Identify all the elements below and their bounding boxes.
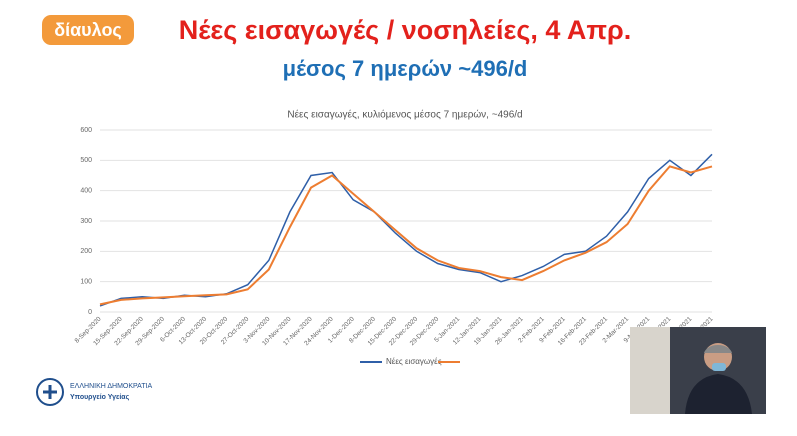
y-tick-label: 0: [88, 309, 92, 316]
logo-line1: ΕΛΛΗΝΙΚΗ ΔΗΜΟΚΡΑΤΙΑ: [70, 383, 153, 390]
person-body: [685, 374, 752, 414]
slide-title: Νέες εισαγωγές / νοσηλείες, 4 Απρ.: [179, 15, 632, 45]
y-tick-label: 600: [80, 127, 92, 134]
y-tick-label: 300: [80, 218, 92, 225]
person-hair: [704, 344, 732, 353]
logo-line2: Υπουργείο Υγείας: [70, 394, 130, 401]
plot: 01002003004005006008-Sep-202015-Sep-2020…: [74, 127, 715, 347]
legend-label: Νέες εισαγωγές: [386, 357, 442, 366]
logo-emblem: [36, 378, 64, 406]
y-tick-label: 400: [80, 188, 92, 195]
video-overlay: [630, 327, 766, 414]
logo: ΕΛΛΗΝΙΚΗ ΔΗΜΟΚΡΑΤΙΑ Υπουργείο Υγείας: [36, 378, 153, 406]
video-background: [630, 327, 670, 414]
y-tick-label: 500: [80, 157, 92, 164]
badge: [42, 15, 134, 45]
person-mask: [712, 363, 726, 371]
badge-text: δίαυλος: [54, 20, 122, 40]
y-tick-label: 200: [80, 248, 92, 255]
chart-title: Νέες εισαγωγές, κυλιόμενος μέσος 7 ημερώ…: [287, 109, 522, 121]
series-line: [99, 153, 713, 307]
y-tick-label: 100: [80, 279, 92, 286]
slide-subtitle: μέσος 7 ημερών ~496/d: [283, 56, 528, 81]
series-line: [99, 165, 713, 306]
